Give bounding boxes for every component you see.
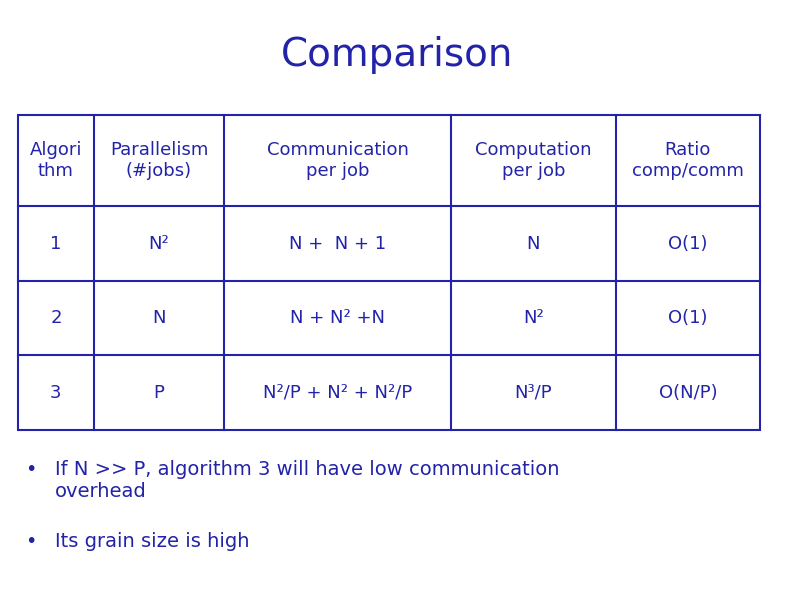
Text: O(N/P): O(N/P)	[658, 384, 717, 402]
Text: •: •	[25, 532, 37, 551]
Text: Its grain size is high: Its grain size is high	[55, 532, 249, 551]
Text: 1: 1	[50, 234, 62, 253]
Text: N +  N + 1: N + N + 1	[289, 234, 386, 253]
Bar	[18, 115, 760, 430]
Text: overhead: overhead	[55, 482, 147, 501]
Text: N³/P: N³/P	[515, 384, 552, 402]
Text: If N >> P, algorithm 3 will have low communication: If N >> P, algorithm 3 will have low com…	[55, 460, 560, 479]
Text: Ratio
comp/comm: Ratio comp/comm	[632, 141, 744, 180]
Text: Communication
per job: Communication per job	[267, 141, 408, 180]
Text: O(1): O(1)	[668, 309, 707, 327]
Text: N: N	[152, 309, 166, 327]
Text: Parallelism
(#jobs): Parallelism (#jobs)	[110, 141, 208, 180]
Text: P: P	[153, 384, 164, 402]
Text: Algori
thm: Algori thm	[29, 141, 82, 180]
Text: Computation
per job: Computation per job	[475, 141, 592, 180]
Text: •: •	[25, 460, 37, 479]
Text: N²/P + N² + N²/P: N²/P + N² + N²/P	[263, 384, 412, 402]
Text: N: N	[526, 234, 540, 253]
Text: 3: 3	[50, 384, 62, 402]
Text: Comparison: Comparison	[281, 36, 513, 74]
Text: N + N² +N: N + N² +N	[290, 309, 385, 327]
Text: N²: N²	[148, 234, 169, 253]
Text: O(1): O(1)	[668, 234, 707, 253]
Text: N²: N²	[523, 309, 544, 327]
Text: 2: 2	[50, 309, 62, 327]
